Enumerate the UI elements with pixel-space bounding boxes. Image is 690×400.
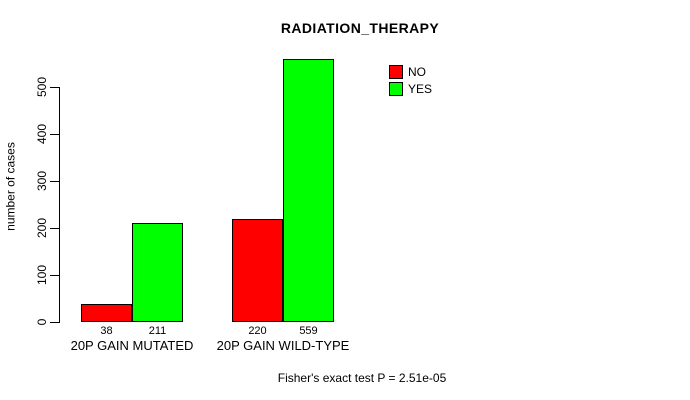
category-label: 20P GAIN WILD-TYPE xyxy=(216,338,350,353)
legend-swatch-no xyxy=(389,64,403,79)
y-tick-label: 100 xyxy=(35,264,49,286)
y-tick-mark xyxy=(50,275,59,276)
y-tick-label: 400 xyxy=(35,123,49,145)
y-tick-mark xyxy=(50,228,59,229)
y-tick-label: 0 xyxy=(35,318,49,326)
y-axis-line xyxy=(59,87,60,323)
bar-value-label: 220 xyxy=(248,325,267,337)
bar-value-label: 38 xyxy=(100,325,113,337)
y-tick-mark xyxy=(50,181,59,182)
legend-label: NO xyxy=(408,64,426,79)
legend-swatch-yes xyxy=(389,81,403,96)
fisher-test-annotation: Fisher's exact test P = 2.51e-05 xyxy=(277,371,447,385)
bar-yes-group1 xyxy=(132,223,183,322)
bar-value-label: 559 xyxy=(299,325,318,337)
bar-value-label: 211 xyxy=(148,325,167,337)
y-tick-mark xyxy=(50,87,59,88)
bar-no-group1 xyxy=(81,304,132,322)
bar-yes-group2 xyxy=(283,59,334,322)
y-tick-label: 300 xyxy=(35,170,49,192)
category-label: 20P GAIN MUTATED xyxy=(70,338,194,353)
bar-no-group2 xyxy=(232,219,283,322)
y-tick-label: 200 xyxy=(35,217,49,239)
legend-entry-yes: YES xyxy=(389,81,432,96)
y-tick-mark xyxy=(50,322,59,323)
legend-label: YES xyxy=(408,81,433,96)
legend-entry-no: NO xyxy=(389,64,426,79)
y-tick-mark xyxy=(50,134,59,135)
y-axis-label: number of cases xyxy=(3,142,18,231)
chart-title: RADIATION_THERAPY xyxy=(280,20,440,36)
y-tick-label: 500 xyxy=(35,76,49,98)
